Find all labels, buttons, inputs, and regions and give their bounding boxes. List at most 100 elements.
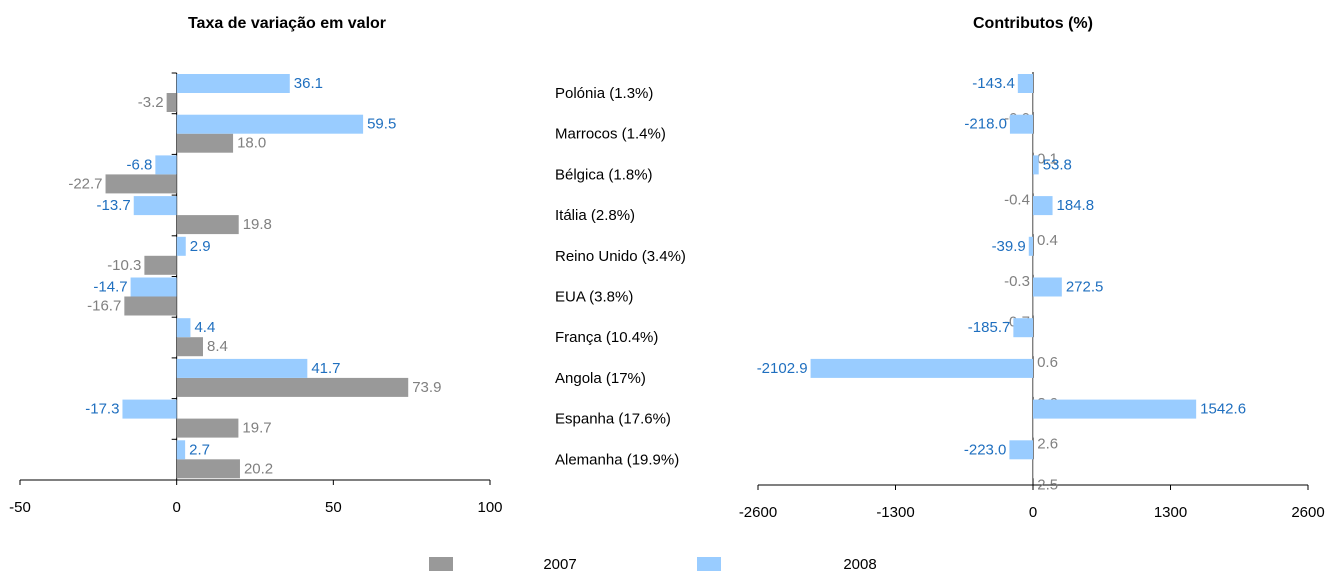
bar [1017, 74, 1033, 93]
data-label: -223.0 [964, 441, 1007, 458]
data-label: 19.7 [242, 420, 271, 437]
data-label: 18.0 [237, 135, 266, 152]
category-label: Polónia (1.3%) [555, 85, 653, 102]
bar [1032, 255, 1034, 275]
data-label: 1542.6 [1200, 401, 1246, 418]
x-tick-label: -2600 [739, 504, 777, 521]
data-label: 272.5 [1066, 278, 1104, 295]
data-label: -185.7 [968, 319, 1011, 336]
category-label: Marrocos (1.4%) [555, 126, 666, 143]
data-label: 59.5 [367, 116, 396, 133]
bar [1009, 440, 1033, 460]
data-label: 0.1 [1037, 151, 1058, 168]
bar [176, 459, 240, 479]
data-label: 2.7 [189, 441, 210, 458]
data-label: 19.8 [243, 216, 272, 233]
category-label: Itália (2.8%) [555, 207, 635, 224]
bar [1013, 318, 1033, 338]
data-label: -39.9 [992, 238, 1026, 255]
data-label: -17.3 [85, 401, 119, 418]
bar [1032, 296, 1034, 316]
bar [1033, 93, 1034, 112]
x-tick-label: 1300 [1154, 504, 1187, 521]
bar [130, 277, 177, 297]
bar [1032, 174, 1034, 194]
data-label: 2.9 [190, 238, 211, 255]
data-label: -218.0 [964, 116, 1007, 133]
bar [1033, 215, 1034, 235]
bar [166, 93, 177, 112]
bar [155, 155, 177, 175]
chart-title: Contributos (%) [973, 15, 1093, 32]
bar [105, 174, 177, 194]
bar [1033, 337, 1034, 357]
x-tick-label: -1300 [876, 504, 914, 521]
data-label: 73.9 [412, 379, 441, 396]
bar [176, 133, 234, 153]
x-tick-label: 0 [1029, 504, 1037, 521]
data-label: 4.4 [194, 319, 215, 336]
data-label: 36.1 [294, 75, 323, 92]
bar [1009, 114, 1033, 134]
category-label: França (10.4%) [555, 329, 658, 346]
bar [176, 74, 290, 93]
bar [176, 358, 308, 378]
legend-swatch [697, 557, 721, 571]
bar [176, 318, 191, 338]
category-label: Bélgica (1.8%) [555, 166, 653, 183]
data-label: -3.2 [138, 94, 164, 111]
data-label: 2.6 [1037, 436, 1058, 453]
x-tick-label: 50 [325, 499, 342, 516]
bar [176, 236, 186, 256]
bar [176, 337, 203, 357]
data-label: -13.7 [97, 197, 131, 214]
bar [122, 399, 177, 419]
data-label: -6.8 [127, 156, 153, 173]
bar [176, 215, 239, 235]
bar [1033, 399, 1197, 419]
legend-swatch [429, 557, 453, 571]
data-label: 2.5 [1037, 476, 1058, 493]
bar [1033, 133, 1034, 153]
legend-label: 2007 [543, 556, 576, 573]
data-label: -16.7 [87, 297, 121, 314]
data-label: -14.7 [93, 278, 127, 295]
data-label: 184.8 [1057, 197, 1095, 214]
category-label: EUA (3.8%) [555, 288, 633, 305]
data-label: 0.4 [1037, 232, 1058, 249]
bar [1033, 277, 1062, 297]
bar [1028, 236, 1033, 256]
data-label: 20.2 [244, 460, 273, 477]
bar [1033, 459, 1034, 479]
data-label: -143.4 [972, 75, 1015, 92]
data-label: -0.4 [1004, 191, 1030, 208]
chart-title: Taxa de variação em valor [188, 15, 386, 32]
bar [176, 114, 364, 134]
bar [1033, 155, 1039, 175]
bar [176, 377, 409, 397]
data-label: 41.7 [311, 360, 340, 377]
x-tick-label: 0 [172, 499, 180, 516]
category-label: Espanha (17.6%) [555, 411, 671, 428]
category-label: Angola (17%) [555, 370, 646, 387]
data-label: -0.3 [1004, 273, 1030, 290]
category-label: Reino Unido (3.4%) [555, 248, 686, 265]
x-tick-label: 2600 [1291, 504, 1324, 521]
x-tick-label: -50 [9, 499, 31, 516]
bar [144, 255, 177, 275]
bar [176, 440, 186, 460]
data-label: 8.4 [207, 338, 228, 355]
bar [1033, 196, 1053, 216]
data-label: 0.6 [1037, 354, 1058, 371]
data-label: -22.7 [68, 175, 102, 192]
data-label: 53.8 [1043, 156, 1072, 173]
data-label: -2102.9 [757, 360, 808, 377]
bar [124, 296, 177, 316]
data-label: -10.3 [107, 257, 141, 274]
bar [133, 196, 177, 216]
category-label: Alemanha (19.9%) [555, 451, 679, 468]
bar [1033, 418, 1034, 438]
legend-label: 2008 [843, 556, 876, 573]
x-tick-label: 100 [477, 499, 502, 516]
